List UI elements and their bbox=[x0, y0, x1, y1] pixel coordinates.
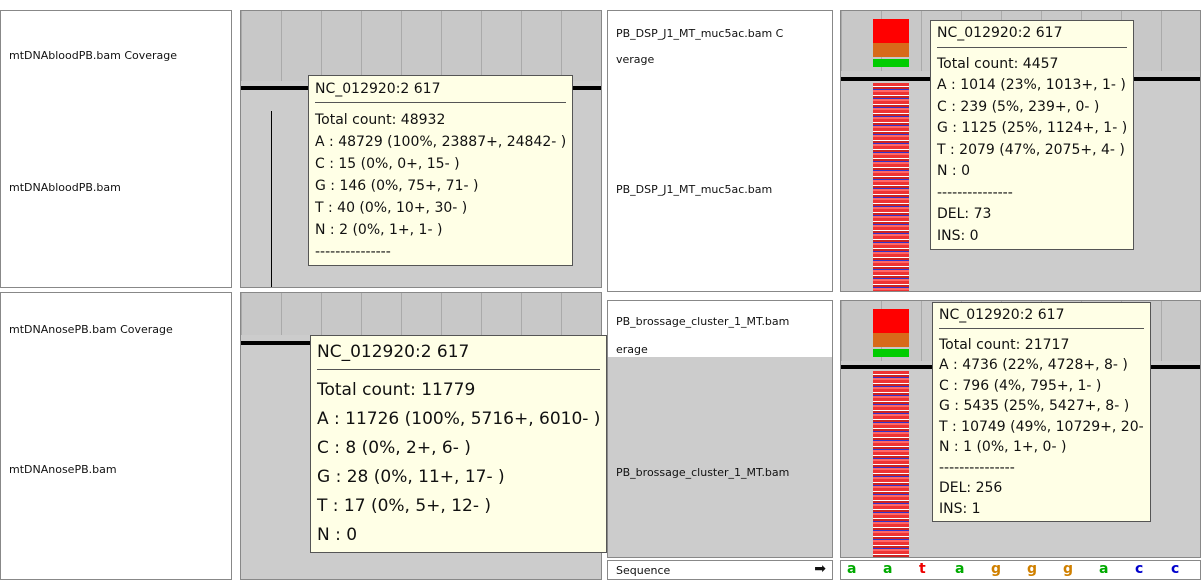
tooltip-line: T : 17 (0%, 5+, 12- ) bbox=[317, 496, 492, 516]
tooltip-line: INS: 0 bbox=[937, 227, 979, 244]
coverage-bar bbox=[873, 333, 909, 347]
position-line bbox=[271, 111, 272, 287]
tooltip-line: DEL: 256 bbox=[939, 480, 1003, 496]
tooltip-line: C : 239 (5%, 239+, 0- ) bbox=[937, 98, 1100, 115]
track-label: PB_DSP_J1_MT_muc5ac.bam C bbox=[616, 27, 784, 40]
tooltip-line: G : 28 (0%, 11+, 17- ) bbox=[317, 467, 505, 487]
sequence-name: Sequence ➡ bbox=[607, 560, 833, 580]
track-label: mtDNAbloodPB.bam bbox=[9, 181, 121, 194]
coverage-bar bbox=[873, 59, 909, 67]
tooltip-line: T : 10749 (49%, 10729+, 20- bbox=[939, 418, 1144, 435]
strand-arrow: ➡ bbox=[814, 561, 826, 577]
tooltip: NC_012920:2 617 Total count: 11779 A : 117… bbox=[310, 335, 608, 553]
tooltip-line: NC_012920:2 617 bbox=[317, 338, 601, 370]
coverage-bar bbox=[873, 43, 909, 57]
tooltip-line: --------------- bbox=[939, 459, 1015, 476]
tooltip-line: G : 5435 (25%, 5427+, 8- ) bbox=[939, 398, 1130, 414]
tooltip-line: --------------- bbox=[937, 184, 1013, 201]
tooltip-line: A : 4736 (22%, 4728+, 8- ) bbox=[939, 357, 1128, 373]
coverage-bar bbox=[873, 19, 909, 43]
tooltip-line: --------------- bbox=[315, 244, 391, 260]
tooltip-line: Total count: 21717 bbox=[939, 336, 1070, 353]
track-label: mtDNAbloodPB.bam Coverage bbox=[9, 49, 178, 62]
track-names: mtDNAnosePB.bam Coverage mtDNAnosePB.bam bbox=[0, 292, 232, 580]
coverage-track bbox=[241, 11, 601, 81]
tooltip-line: NC_012920:2 617 bbox=[315, 78, 567, 103]
tooltip-line: C : 15 (0%, 0+, 15- ) bbox=[315, 156, 460, 172]
tooltip-line: C : 796 (4%, 795+, 1- ) bbox=[939, 377, 1102, 394]
track-names: mtDNAbloodPB.bam Coverage mtDNAbloodPB.ba… bbox=[0, 10, 232, 288]
tooltip-line: Total count: 4457 bbox=[937, 55, 1059, 72]
tooltip: NC_012920:2 617 Total count: 48932 A : 487… bbox=[308, 75, 574, 266]
base: c bbox=[1135, 561, 1144, 577]
tooltip-line: NC_012920:2 617 bbox=[937, 23, 1128, 48]
read-pileup bbox=[873, 371, 909, 557]
sequence-label: Sequence bbox=[616, 564, 671, 577]
tooltip-line: T : 2079 (47%, 2075+, 4- ) bbox=[937, 141, 1125, 158]
tooltip-line: NC_012920:2 617 bbox=[939, 305, 1144, 329]
tooltip: NC_012920:2 617 Total count: 21717 A : 473… bbox=[932, 302, 1151, 522]
tooltip-line: N : 2 (0%, 1+, 1- ) bbox=[315, 222, 443, 238]
tooltip-line: DEL: 73 bbox=[937, 206, 992, 222]
base: a bbox=[847, 561, 857, 577]
track-label: mtDNAnosePB.bam Coverage bbox=[9, 323, 173, 336]
base: g bbox=[1027, 561, 1038, 577]
tooltip-line: G : 1125 (25%, 1124+, 1- ) bbox=[937, 120, 1128, 136]
read-pileup bbox=[873, 83, 909, 291]
coverage-bar bbox=[873, 309, 909, 333]
tooltip: NC_012920:2 617 Total count: 4457 A : 1014… bbox=[930, 20, 1135, 250]
base: g bbox=[1063, 561, 1074, 577]
coverage-bar bbox=[873, 349, 909, 357]
track-label: verage bbox=[616, 53, 655, 66]
coverage-track bbox=[241, 293, 601, 335]
tooltip-line: Total count: 11779 bbox=[317, 380, 476, 400]
track-label: PB_brossage_cluster_1_MT.bam bbox=[616, 315, 790, 328]
base: t bbox=[919, 561, 926, 577]
track-label: PB_DSP_J1_MT_muc5ac.bam bbox=[616, 183, 773, 196]
tooltip-line: A : 1014 (23%, 1013+, 1- ) bbox=[937, 77, 1126, 93]
base: g bbox=[991, 561, 1002, 577]
base: a bbox=[883, 561, 893, 577]
tooltip-line: T : 40 (0%, 10+, 30- ) bbox=[315, 200, 468, 216]
tooltip-line: A : 11726 (100%, 5716+, 6010- ) bbox=[317, 409, 601, 429]
base: a bbox=[955, 561, 965, 577]
tooltip-line: C : 8 (0%, 2+, 6- ) bbox=[317, 438, 471, 458]
track-label: mtDNAnosePB.bam bbox=[9, 463, 117, 476]
tooltip-line: Total count: 48932 bbox=[315, 112, 446, 128]
tooltip-line: N : 1 (0%, 1+, 0- ) bbox=[939, 439, 1067, 455]
tooltip-line: G : 146 (0%, 75+, 71- ) bbox=[315, 178, 479, 194]
track-label: erage bbox=[616, 343, 648, 356]
tooltip-line: A : 48729 (100%, 23887+, 24842- ) bbox=[315, 134, 567, 150]
track-label: PB_brossage_cluster_1_MT.bam bbox=[616, 466, 790, 479]
base: c bbox=[1171, 561, 1180, 577]
track-names: PB_DSP_J1_MT_muc5ac.bam C verage PB_DSP_J1… bbox=[607, 10, 833, 292]
tooltip-line: N : 0 bbox=[317, 525, 358, 545]
tooltip-line: INS: 1 bbox=[939, 500, 981, 517]
base: a bbox=[1099, 561, 1109, 577]
track-names: PB_brossage_cluster_1_MT.bam erage PB_bros… bbox=[607, 300, 833, 558]
tooltip-line: N : 0 bbox=[937, 163, 970, 179]
